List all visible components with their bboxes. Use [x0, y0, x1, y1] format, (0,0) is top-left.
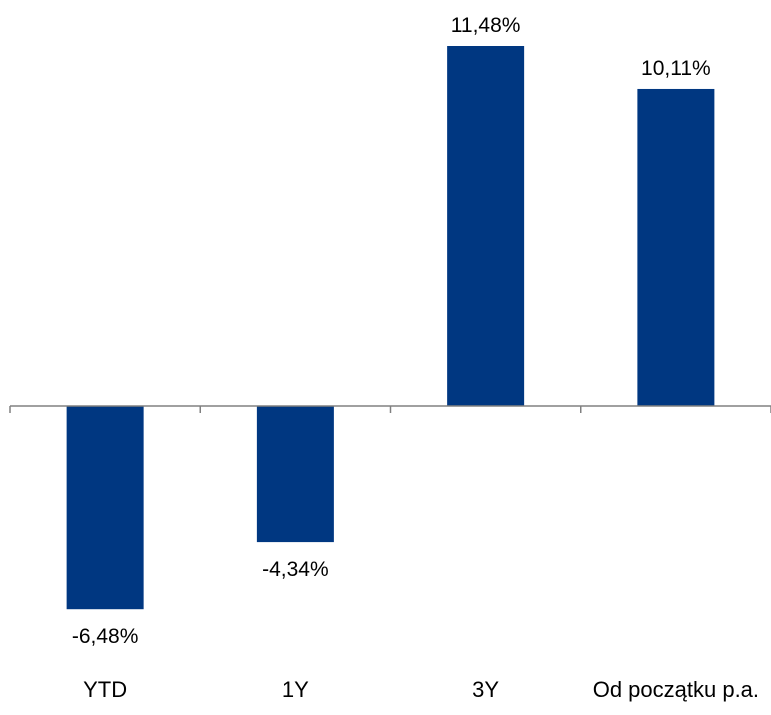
- bar-3y: [447, 46, 525, 406]
- data-label: 11,48%: [451, 14, 521, 37]
- x-tick-label: YTD: [83, 677, 127, 702]
- bar-ytd: [66, 406, 144, 610]
- data-labels-group: -6,48% -4,34% 11,48% 10,11%: [72, 14, 711, 648]
- data-label: -6,48%: [72, 625, 139, 648]
- x-axis: [9, 405, 771, 413]
- bar-1y: [256, 406, 334, 543]
- x-tick-labels-group: YTD 1Y 3Y Od początku p.a.: [83, 677, 759, 702]
- x-tick-label: 1Y: [282, 677, 309, 702]
- data-label: -4,34%: [262, 558, 329, 581]
- data-label: 10,11%: [641, 57, 711, 80]
- bars-group: [66, 46, 715, 610]
- x-tick-label: Od początku p.a.: [593, 677, 759, 702]
- bar-od-pocz-tku-p-a: [637, 88, 715, 407]
- x-tick-label: 3Y: [472, 677, 499, 702]
